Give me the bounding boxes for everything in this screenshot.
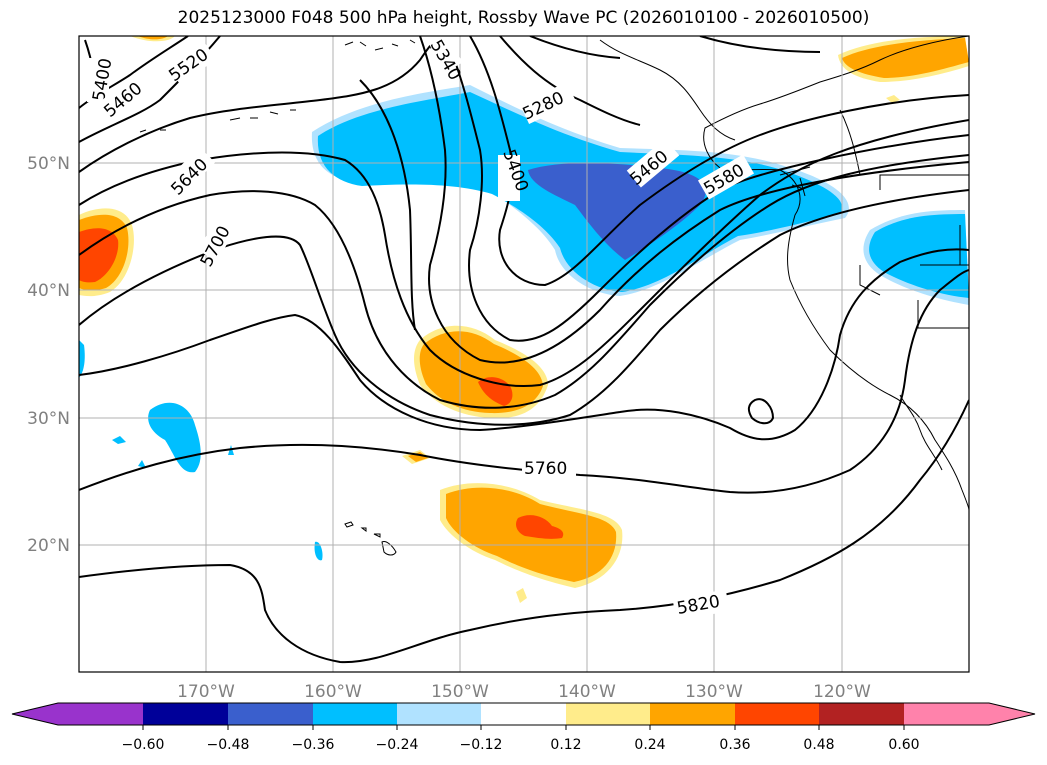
height-contours	[79, 36, 969, 664]
lon-label: 130°W	[685, 682, 743, 702]
colorbar-swatch	[143, 703, 228, 725]
colorbar-tick-label: 0.48	[803, 737, 834, 753]
colorbar-tick-label: 0.36	[719, 737, 750, 753]
chart-title: 2025123000 F048 500 hPa height, Rossby W…	[177, 8, 870, 28]
colorbar: −0.60 −0.48 −0.36 −0.24 −0.12 0.12 0.24 …	[11, 702, 1036, 753]
colorbar-swatch	[819, 703, 904, 725]
lon-label: 160°W	[304, 682, 362, 702]
colorbar-swatch	[481, 703, 566, 725]
lon-label: 120°W	[813, 682, 871, 702]
contour-label: 5760	[524, 459, 567, 479]
colorbar-swatch	[650, 703, 735, 725]
graticule	[79, 36, 969, 672]
colorbar-tick-label: −0.48	[207, 737, 250, 753]
map-frame	[78, 35, 970, 673]
colorbar-swatch	[228, 703, 313, 725]
colorbar-extend-high	[989, 703, 1035, 725]
lon-label: 140°W	[558, 682, 616, 702]
coastlines	[139, 36, 969, 556]
colorbar-swatch	[735, 703, 819, 725]
longitude-labels: 170°W 160°W 150°W 140°W 130°W 120°W	[177, 682, 871, 702]
colorbar-tick-label: −0.36	[292, 737, 335, 753]
anomaly-shading	[79, 36, 969, 603]
colorbar-swatch	[566, 703, 650, 725]
latitude-labels: 50°N 40°N 30°N 20°N	[27, 154, 70, 556]
colorbar-extend-low	[12, 703, 58, 725]
lat-label: 30°N	[27, 409, 70, 429]
lat-label: 40°N	[27, 281, 70, 301]
lat-label: 20°N	[27, 536, 70, 556]
colorbar-tick-label: −0.12	[460, 737, 503, 753]
colorbar-tick-label: −0.60	[122, 737, 165, 753]
colorbar-tick-label: −0.24	[376, 737, 419, 753]
colorbar-swatch	[313, 703, 397, 725]
colorbar-tick-label: 0.60	[888, 737, 919, 753]
lat-label: 50°N	[27, 154, 70, 174]
colorbar-swatch	[397, 703, 481, 725]
lon-label: 150°W	[431, 682, 489, 702]
colorbar-swatch	[58, 703, 143, 725]
colorbar-swatch	[904, 703, 989, 725]
colorbar-tick-label: 0.12	[550, 737, 581, 753]
lon-label: 170°W	[177, 682, 235, 702]
colorbar-tick-label: 0.24	[634, 737, 665, 753]
